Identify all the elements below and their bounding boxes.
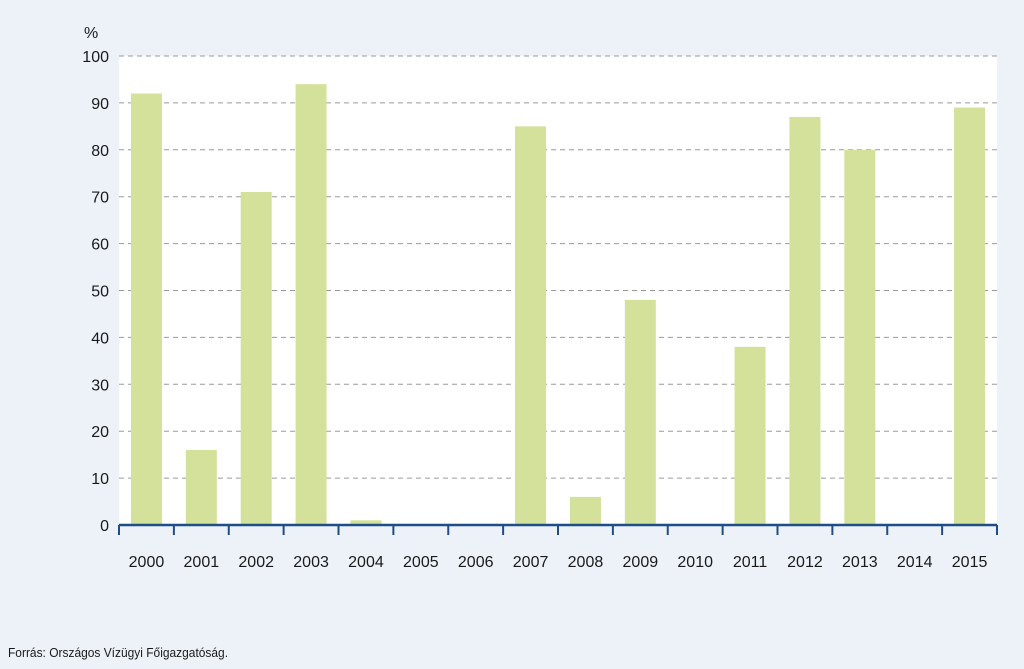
x-tick-label: 2004 [348,554,384,571]
chart: 0 10 20 30 40 50 60 70 80 90 100% 2000 2001 2002 2003 2… [82,25,998,571]
x-tick-label: 2008 [568,554,604,571]
bar [954,107,986,525]
bar [624,299,656,525]
x-tick-label: 2013 [842,554,878,571]
x-tick-label: 2012 [787,554,823,571]
x-tick-label: 2001 [184,554,220,571]
x-tick-label: 2010 [677,554,713,571]
y-tick-label: 80 [91,143,109,160]
x-tick-label: 2005 [403,554,439,571]
y-tick-label: 10 [91,471,109,488]
x-tick-label: 2007 [513,554,549,571]
y-tick-label: 50 [91,284,109,301]
x-tick-label: 2003 [293,554,329,571]
bar-chart-svg: 0 10 20 30 40 50 60 70 80 90 100% 2000 2001 2002 2003 2… [82,25,998,571]
bar [844,149,876,526]
x-tick-label: 2002 [238,554,274,571]
y-tick-label: 40 [91,330,109,347]
x-tick-label: 2000 [129,554,165,571]
source-note: Forrás: Országos Vízügyi Főigazgatóság. [8,645,229,660]
y-tick-label: 20 [91,424,109,441]
y-tick-label: 30 [91,377,109,394]
x-tick-label: 2009 [623,554,659,571]
bar [185,449,217,525]
y-tick-label: 70 [91,190,109,207]
y-tick-label: 60 [91,237,109,254]
bar [240,192,272,525]
x-tick-label: 2014 [897,554,933,571]
y-unit-label: % [84,25,98,42]
bar [350,520,382,525]
bar [130,93,162,526]
x-tick-label: 2015 [952,554,988,571]
y-tick-label: 100 [82,49,109,66]
bar [569,496,601,525]
x-tick-label: 2011 [733,554,768,571]
bar [295,84,327,525]
bar [789,116,821,525]
y-tick-label: 0 [100,518,109,535]
bar [515,126,547,525]
x-tick-label: 2006 [458,554,494,571]
y-tick-label: 90 [91,96,109,113]
bar [734,346,766,525]
